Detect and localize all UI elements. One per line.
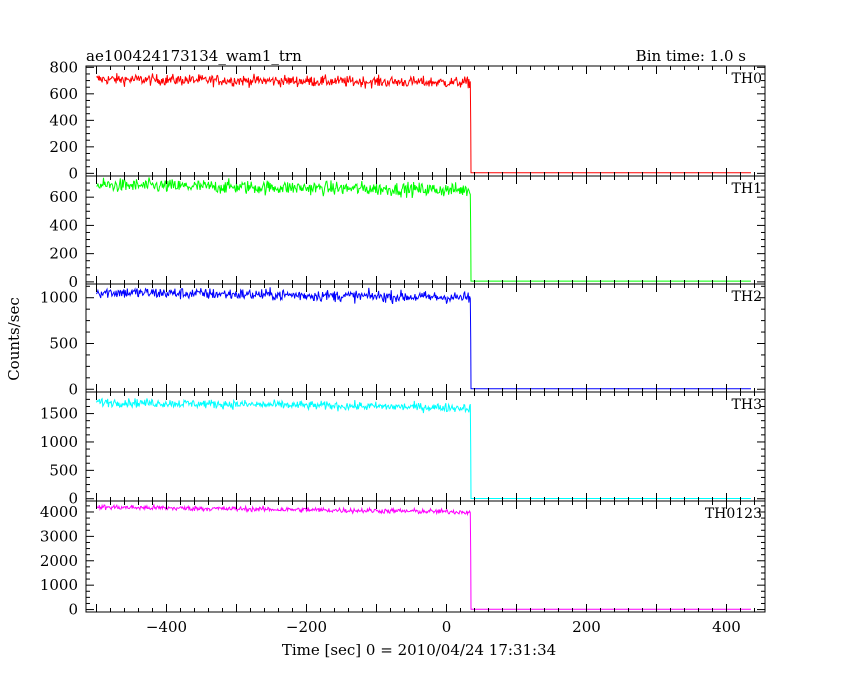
- panel-frame-th0123: [85, 500, 766, 613]
- y-tick-label: 400: [49, 111, 78, 129]
- y-tick-label: 500: [49, 334, 78, 352]
- y-tick-label: 0: [68, 164, 78, 182]
- y-tick-label: 0: [68, 380, 78, 398]
- series-line-th0: [96, 73, 751, 174]
- series-line-th1: [96, 177, 751, 282]
- y-tick-label: 400: [49, 216, 78, 234]
- y-tick-label: 2000: [40, 552, 78, 570]
- y-tick-label: 1000: [40, 289, 78, 307]
- panel-label-th1: TH1: [732, 181, 762, 197]
- panel-label-th0: TH0: [732, 71, 762, 87]
- x-axis-label: Time [sec] 0 = 2010/04/24 17:31:34: [282, 641, 556, 659]
- y-tick-label: 0: [68, 490, 78, 508]
- y-tick-label: 600: [49, 188, 78, 206]
- panel-label-th0123: TH0123: [705, 506, 762, 522]
- series-line-th0123: [96, 503, 751, 610]
- x-tick-label: 0: [442, 618, 452, 636]
- y-tick-label: 1000: [40, 433, 78, 451]
- series-line-th3: [96, 397, 751, 499]
- y-tick-label: 4000: [40, 503, 78, 521]
- y-tick-label: 0: [68, 601, 78, 619]
- y-tick-label: 600: [49, 85, 78, 103]
- y-tick-label: 500: [49, 461, 78, 479]
- y-tick-label: 1500: [40, 405, 78, 423]
- y-tick-label: 200: [49, 245, 78, 263]
- y-axis-label: Counts/sec: [5, 297, 23, 381]
- panel-frame-th3: [85, 391, 766, 502]
- y-tick-label: 3000: [40, 527, 78, 545]
- y-tick-label: 1000: [40, 576, 78, 594]
- y-tick-label: 800: [49, 58, 78, 76]
- bin-time-label: Bin time: 1.0 s: [636, 47, 746, 65]
- x-tick-label: −400: [146, 618, 187, 636]
- panel-label-th2: TH2: [732, 289, 762, 305]
- y-tick-label: 200: [49, 138, 78, 156]
- panels: 0 200 400 600 800 TH0 0 200 400 600 TH1 0 500 1000 TH2…: [40, 58, 766, 636]
- x-tick-label: 400: [712, 618, 741, 636]
- x-tick-label: 200: [572, 618, 601, 636]
- panel-frame-th2: [85, 283, 766, 393]
- x-tick-label: −200: [286, 618, 327, 636]
- y-tick-label: 0: [68, 273, 78, 291]
- chart-title: ae100424173134_wam1_trn: [86, 47, 302, 65]
- panel-label-th3: TH3: [732, 397, 762, 413]
- series-line-th2: [96, 287, 751, 390]
